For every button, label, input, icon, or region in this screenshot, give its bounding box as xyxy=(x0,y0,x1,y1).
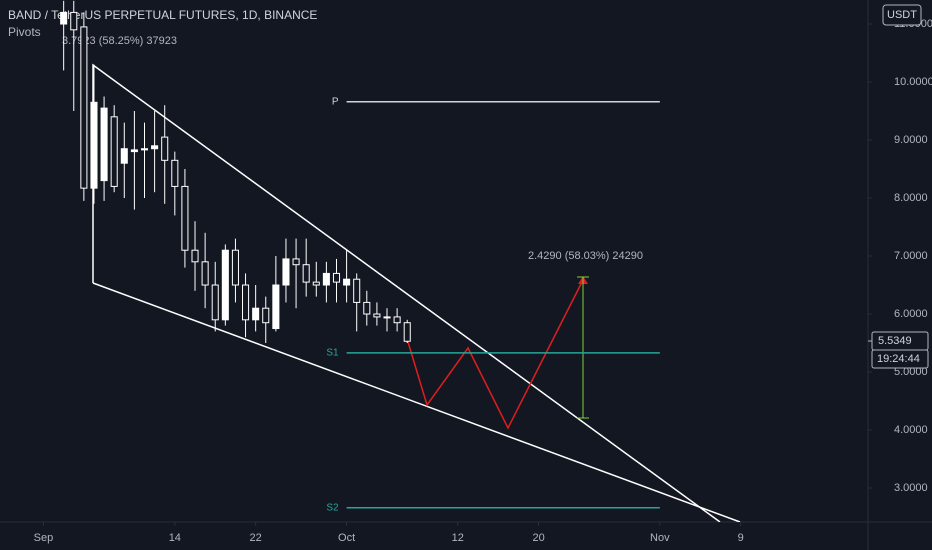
candle-body xyxy=(140,148,149,151)
candle-body xyxy=(181,185,189,251)
candle-body xyxy=(353,278,361,303)
candle-body xyxy=(363,301,371,315)
candle-body xyxy=(100,107,108,182)
candle-body xyxy=(80,26,88,189)
wedge-upper xyxy=(92,63,721,522)
currency-label: USDT xyxy=(887,9,917,21)
candle-body xyxy=(191,249,199,263)
countdown-label: 19:24:44 xyxy=(877,353,920,365)
candle-body xyxy=(60,11,68,25)
candle-body xyxy=(383,316,391,319)
y-tick-label: 10.0000 xyxy=(894,76,932,88)
y-tick-label: 9.0000 xyxy=(894,134,928,146)
x-tick-label: 22 xyxy=(250,532,262,544)
candle-body xyxy=(70,11,78,31)
y-tick-label: 5.0000 xyxy=(894,366,928,378)
wedge-lower xyxy=(92,282,741,522)
candle-body xyxy=(201,261,209,286)
x-tick-label: 9 xyxy=(738,532,744,544)
candle-body xyxy=(262,307,270,324)
candle-body xyxy=(322,272,330,286)
candle-body xyxy=(130,149,138,153)
candle-body xyxy=(272,284,280,330)
candle-body xyxy=(302,264,310,283)
candle-body xyxy=(282,258,290,286)
drawings xyxy=(92,63,741,522)
chart-title: BAND / TetherUS PERPETUAL FUTURES, 1D, B… xyxy=(8,8,317,22)
candle-body xyxy=(312,281,320,286)
candle-body xyxy=(110,116,118,187)
x-tick-label: 20 xyxy=(532,532,544,544)
candle-body xyxy=(231,249,239,286)
projection-path xyxy=(407,279,584,430)
y-tick-label: 7.0000 xyxy=(894,250,928,262)
x-tick-label: 14 xyxy=(169,532,181,544)
candle-body xyxy=(292,258,300,266)
x-tick-label: Nov xyxy=(650,532,670,544)
candle-body xyxy=(242,284,250,321)
candle-body xyxy=(332,272,341,283)
annotation: 2.4290 (58.03%) 24290 xyxy=(528,250,643,262)
candle-body xyxy=(90,101,98,189)
indicator-name: Pivots xyxy=(8,25,41,39)
candle-body xyxy=(161,136,169,161)
candle-body xyxy=(343,278,351,286)
candle-body xyxy=(171,159,179,187)
x-tick-label: 12 xyxy=(452,532,464,544)
x-tick-label: Sep xyxy=(34,532,54,544)
y-tick-label: 3.0000 xyxy=(894,482,928,494)
last-price-label: 5.5349 xyxy=(878,335,912,347)
candle-body xyxy=(373,313,381,318)
countdown-box xyxy=(871,349,929,369)
currency-box xyxy=(882,4,922,26)
pivot-label: P xyxy=(332,96,339,107)
y-tick-label: 6.0000 xyxy=(894,308,928,320)
candle-body xyxy=(151,145,159,150)
pivot-label: S1 xyxy=(326,348,339,359)
candle-body xyxy=(252,307,260,321)
annotation: 3.7923 (58.25%) 37923 xyxy=(62,35,177,47)
y-tick-label: 8.0000 xyxy=(894,192,928,204)
candle-body xyxy=(403,322,411,342)
x-tick-label: Oct xyxy=(338,532,355,544)
candles xyxy=(60,0,411,344)
candle-body xyxy=(221,249,229,321)
y-tick-label: 4.0000 xyxy=(894,424,928,436)
candle-body xyxy=(120,148,128,164)
pivot-label: S2 xyxy=(326,502,339,513)
candle-body xyxy=(211,284,219,321)
candle-body xyxy=(393,316,401,324)
